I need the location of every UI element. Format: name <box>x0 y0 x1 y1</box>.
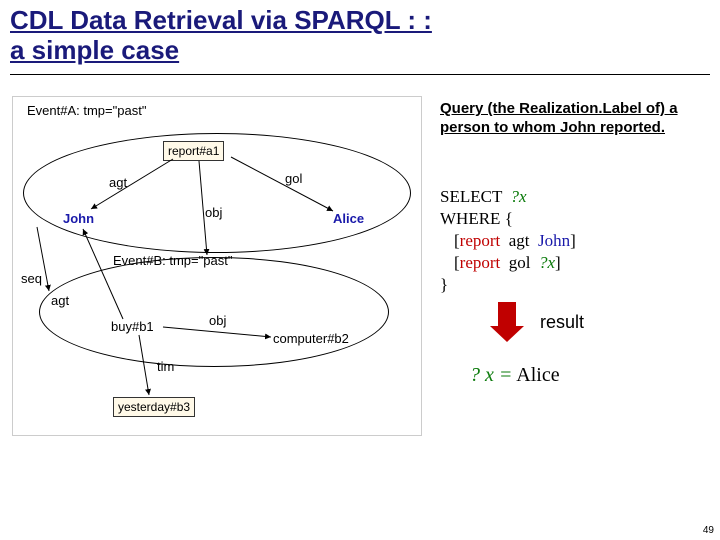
result-label: result <box>540 312 584 333</box>
query-caption: Query (the Realization.Label of) a perso… <box>440 100 700 138</box>
t2-obj: ?x <box>539 253 555 272</box>
result-arrow-icon <box>498 302 524 342</box>
title-rule <box>10 74 710 75</box>
page-number: 49 <box>703 525 714 536</box>
t1-subj: report <box>460 231 501 250</box>
sparql-query: SELECT ?x WHERE { [report agt John] [rep… <box>440 186 700 296</box>
diagram-panel: Event#A: tmp="past" Event#B: tmp="past" … <box>12 96 422 436</box>
answer-var: ? x = <box>470 364 512 386</box>
kw-select: SELECT <box>440 187 502 206</box>
arrows <box>13 97 423 437</box>
t1-pred: agt <box>509 231 530 250</box>
answer-line: ? x = Alice <box>470 364 560 387</box>
slide-title: CDL Data Retrieval via SPARQL : : a simp… <box>10 6 432 66</box>
var-x-1: ?x <box>511 187 527 206</box>
answer-val: Alice <box>516 364 559 386</box>
t2-subj: report <box>460 253 501 272</box>
t1-obj: John <box>538 231 570 250</box>
kw-where: WHERE <box>440 209 500 228</box>
t2-pred: gol <box>509 253 531 272</box>
